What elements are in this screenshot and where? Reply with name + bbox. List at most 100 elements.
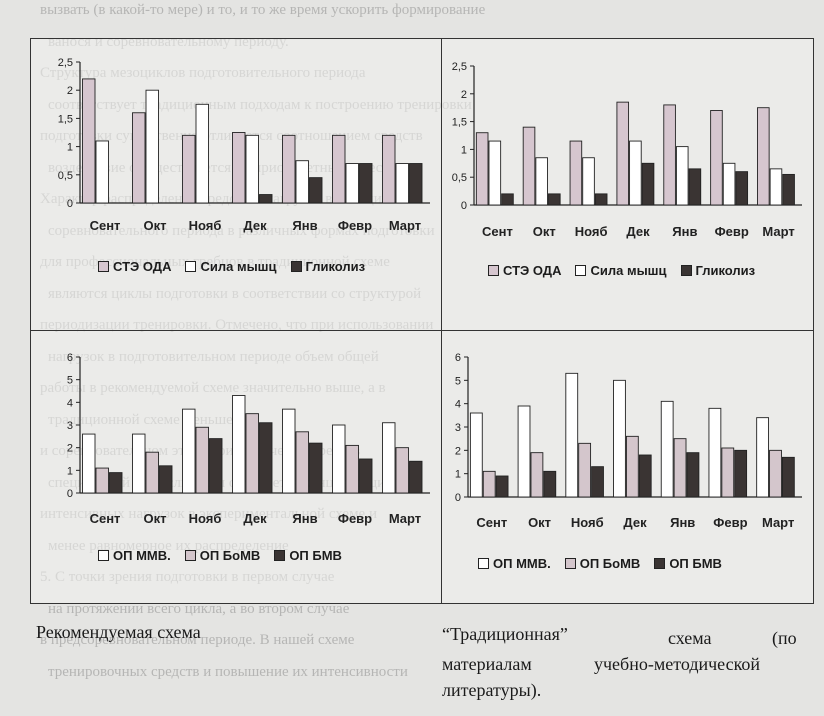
legend-item: ОП БМВ <box>274 548 342 563</box>
legend-label: ОП ММВ. <box>493 556 551 571</box>
bar <box>591 466 604 498</box>
y-tick-label: 1 <box>67 142 73 154</box>
y-tick-label: 6 <box>455 352 461 364</box>
bar <box>145 451 159 494</box>
legend-item: ОП БоМВ <box>564 556 640 571</box>
legend-traditional-bottom: ОП ММВ. ОП БоМВ ОП БМВ <box>478 556 722 571</box>
bar <box>345 444 359 494</box>
bar <box>209 438 223 494</box>
x-category-label: Февр <box>338 218 372 233</box>
bar <box>259 194 273 204</box>
x-category-label: Март <box>762 224 794 239</box>
bar <box>613 379 626 498</box>
bar <box>395 447 409 494</box>
x-category-label: Февр <box>715 224 749 239</box>
bar <box>673 438 687 498</box>
legend-swatch-op-mmv <box>478 558 489 569</box>
x-category-label: Сент <box>482 224 513 239</box>
y-tick-label: 1 <box>455 469 461 481</box>
x-category-label: Янв <box>292 218 317 233</box>
x-category-label: Окт <box>528 515 551 530</box>
bar <box>769 449 782 498</box>
bar <box>686 452 700 498</box>
bar <box>530 452 544 498</box>
y-tick-label: 1 <box>461 144 467 156</box>
bar <box>282 408 296 494</box>
bar <box>195 103 209 204</box>
bar <box>82 433 96 494</box>
chart-recommended-top: 0 0,5 1 1,5 2 2,5 Сент Окт Нояб Дек Янв Февр Март <box>58 57 430 233</box>
bar <box>517 405 531 498</box>
bar <box>756 417 770 498</box>
bar <box>663 104 676 206</box>
caption-traditional-literature: учебно-методической <box>594 654 761 674</box>
bar <box>548 193 561 206</box>
bar <box>159 465 173 494</box>
bar <box>295 160 309 204</box>
bar <box>543 470 557 498</box>
bar <box>782 173 795 206</box>
legend-swatch-glikoliz <box>680 265 692 276</box>
y-tick-label: 0 <box>67 488 73 500</box>
caption-traditional-materials: материалам <box>442 654 532 674</box>
chart-recommended-bottom: 0 1 2 3 4 5 6 Сент Окт Нояб Дек Янв Февр Март <box>67 352 430 526</box>
bar <box>638 454 652 498</box>
bar <box>781 456 795 498</box>
bar <box>409 460 423 494</box>
y-tick-label: 3 <box>67 420 73 432</box>
y-tick-label: 0,5 <box>452 172 467 184</box>
bar <box>629 140 642 206</box>
y-tick-label: 3 <box>455 422 461 434</box>
x-category-label: Янв <box>670 515 695 530</box>
chart-traditional-bottom: 0 1 2 3 4 5 6 Сент Окт Нояб Дек Янв Февр Март <box>455 352 802 530</box>
chart-traditional-top: 0 0,5 1 1,5 2 2,5 Сент Окт Нояб Дек Янв Февр Март <box>452 61 802 239</box>
legend-item: ОП БоМВ <box>184 548 260 563</box>
y-tick-label: 2,5 <box>452 61 467 73</box>
x-category-label: Нояб <box>189 511 222 526</box>
bar <box>625 435 639 498</box>
bar <box>95 467 109 494</box>
y-tick-label: 5 <box>67 375 73 387</box>
caption-traditional-word: “Традиционная” <box>442 624 568 644</box>
bar <box>708 407 722 498</box>
y-tick-label: 2 <box>461 89 467 101</box>
legend-item: Сила мышц <box>575 263 667 278</box>
bleed-line: в предсоревновательном периоде. В нашей … <box>40 632 355 648</box>
legend-swatch-op-bomv <box>184 550 196 561</box>
legend-swatch-glikoliz <box>290 261 302 272</box>
legend-item: Сила мышц <box>185 259 277 274</box>
x-category-label: Февр <box>338 511 372 526</box>
legend-swatch-sila <box>575 265 587 276</box>
bar <box>195 426 209 494</box>
bar <box>409 163 423 204</box>
legend-label: ОП ММВ. <box>113 548 171 563</box>
caption-traditional-po: (по <box>772 628 797 648</box>
bar <box>469 412 483 498</box>
bar <box>82 78 96 204</box>
bar <box>132 112 146 204</box>
y-tick-label: 0,5 <box>58 170 73 182</box>
legend-traditional-top: СТЭ ОДА Сила мышц Гликолиз <box>488 263 755 278</box>
x-category-label: Сент <box>90 218 121 233</box>
x-category-label: Март <box>762 515 794 530</box>
x-category-label: Нояб <box>571 515 604 530</box>
bar <box>345 163 359 204</box>
bar <box>359 163 373 204</box>
x-category-label: Окт <box>144 511 167 526</box>
bar <box>282 134 296 204</box>
bleed-line: вызвать (в какой-то мере) и то, и то же … <box>40 2 486 18</box>
y-tick-label: 2 <box>67 85 73 97</box>
bar <box>309 177 323 204</box>
y-tick-label: 1,5 <box>58 113 73 125</box>
x-category-label: Март <box>389 218 421 233</box>
y-tick-label: 4 <box>67 397 73 409</box>
x-category-label: Дек <box>243 511 267 526</box>
legend-swatch-sila <box>185 261 197 272</box>
figure-vertical-divider <box>441 38 442 604</box>
bar <box>522 126 536 206</box>
bar <box>495 475 509 498</box>
bar <box>722 162 736 206</box>
y-tick-label: 0 <box>461 200 467 212</box>
bar <box>582 157 595 206</box>
legend-label: СТЭ ОДА <box>113 259 172 274</box>
